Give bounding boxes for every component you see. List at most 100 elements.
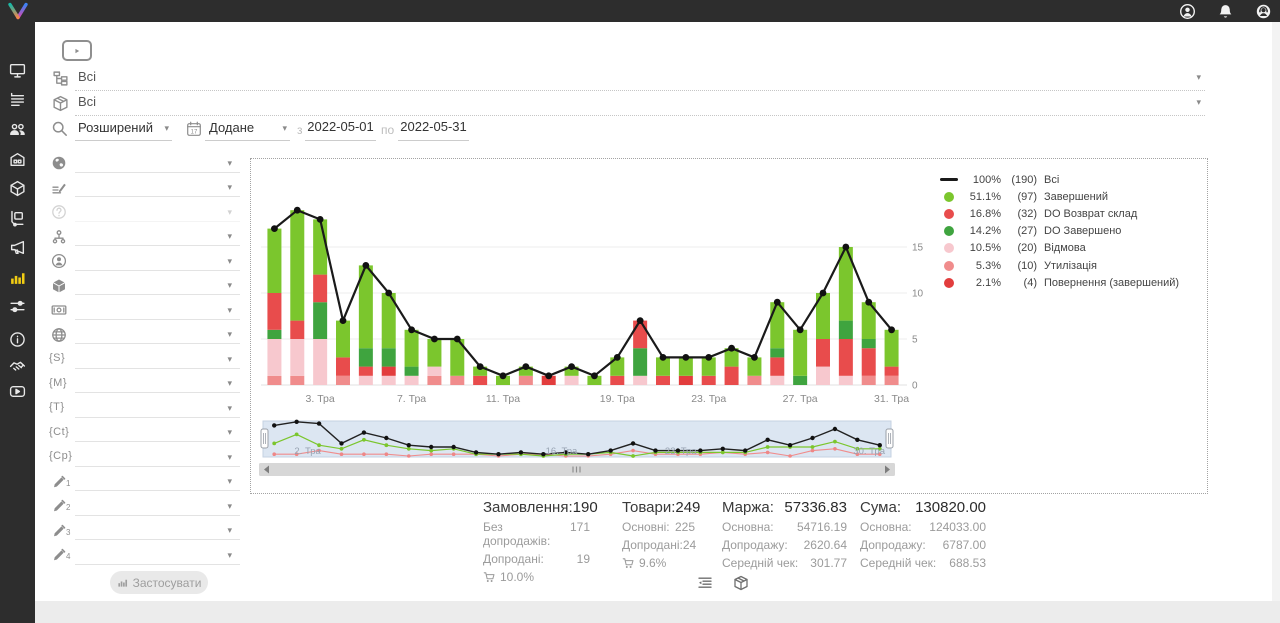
products-view-toggle[interactable] <box>733 575 749 591</box>
sidebar-item-tutorials[interactable] <box>9 383 26 400</box>
stacked-bars[interactable] <box>267 210 899 385</box>
stat-total: Сума: 130820.00 Основна: 124033.00 Допродажу… <box>860 499 986 570</box>
chevron-down-icon: ▾ <box>1196 97 1201 107</box>
filter-utm-medium[interactable]: {M} ▾ <box>46 372 240 397</box>
stat-title: Сума: 130820.00 <box>860 499 986 516</box>
legend-label: Відмова <box>1044 242 1086 255</box>
filter-utm-content[interactable]: {Ct} ▾ <box>46 421 240 446</box>
filter-custom-field-2[interactable]: 2 ▾ <box>46 494 240 519</box>
y-axis-tick: 10 <box>912 289 924 300</box>
legend-percent: 100% <box>972 173 1001 186</box>
total-line[interactable] <box>273 208 893 378</box>
filter-utm-source[interactable]: {S} ▾ <box>46 347 240 372</box>
filter-custom-field-4[interactable]: 4 ▾ <box>46 543 240 568</box>
stat-upsell: 10.0% <box>483 570 590 584</box>
filter-country[interactable]: ▾ <box>46 151 240 176</box>
legend-count: (27) <box>1017 225 1037 238</box>
scroll-right-arrow[interactable] <box>885 465 890 474</box>
stat-row: Без допродажів: 171 <box>483 520 590 548</box>
sidebar-item-customers[interactable] <box>9 121 26 138</box>
legend-item-4[interactable]: 10.5% (20) Відмова <box>939 240 1179 257</box>
filter-custom-field-3[interactable]: 3 ▾ <box>46 519 240 544</box>
orders-by-day-chart[interactable]: 0 5 10 15 3. Тра 7. Тра 11. Тра 19. Тра 23. Тра 2… <box>251 159 1205 491</box>
navigator-label: 16. Тра <box>546 446 578 457</box>
product-select[interactable]: Всі ▾ <box>75 93 1205 116</box>
select-underline <box>75 367 240 369</box>
filter-structure[interactable]: ▾ <box>46 225 240 250</box>
chevron-down-icon: ▾ <box>227 451 232 462</box>
date-from-input[interactable]: 2022-05-01 <box>305 119 376 141</box>
stat-row-label: Середній чек: <box>860 556 937 570</box>
chevron-down-icon: ▾ <box>227 402 232 413</box>
filter-panel: ▾ ▾ ▾ ▾ ▾ ▾ ▾ ▾ {S} ▾ {M} ▾ {T} ▾ {Ct} ▾ {Cp} ▾ 1 ▾ 2 ▾ 3 ▾ 4 ▾ <box>46 151 240 568</box>
y-axis-tick: 5 <box>912 335 918 346</box>
filter-status[interactable]: ▾ <box>46 176 240 201</box>
navigator-left-handle[interactable] <box>260 428 269 449</box>
money-icon <box>51 302 67 318</box>
scrollbar-grip[interactable] <box>572 466 581 473</box>
orders-view-toggle[interactable] <box>697 575 713 591</box>
date-field-select[interactable]: Додане ▾ <box>205 119 290 141</box>
filter-custom-field-1[interactable]: 1 ▾ <box>46 470 240 495</box>
dot-swatch <box>939 226 959 237</box>
topbar-icons <box>1179 2 1272 20</box>
search-mode-select[interactable]: Розширений ▾ <box>75 119 172 141</box>
sidebar-item-products[interactable] <box>9 180 26 197</box>
stat-margin: Маржа: 57336.83 Основна: 54716.19 Допродажу:… <box>722 499 847 570</box>
sidebar-item-settings[interactable] <box>9 298 26 315</box>
stat-title: Замовлення: 190 <box>483 499 598 516</box>
calendar-day-text: 17 <box>191 129 198 135</box>
video-tutorial-button[interactable] <box>62 40 92 61</box>
apply-filters-button[interactable]: Застосувати <box>110 571 208 594</box>
filter-payment[interactable]: ▾ <box>46 298 240 323</box>
filter-unknown[interactable]: ▾ <box>46 200 240 225</box>
sidebar-item-partners[interactable] <box>9 357 26 374</box>
account-icon[interactable] <box>1179 3 1196 20</box>
scroll-left-arrow[interactable] <box>264 465 269 474</box>
navigator-label: 2. Тра <box>294 446 321 457</box>
legend-label: DO Возврат склад <box>1044 207 1138 220</box>
dot-swatch <box>939 191 959 202</box>
sidebar-item-orders[interactable] <box>9 92 26 109</box>
filter-utm-campaign[interactable]: {Cp} ▾ <box>46 445 240 470</box>
status-select[interactable]: Всі ▾ <box>75 68 1205 91</box>
sidebar-item-dashboard[interactable] <box>9 62 26 79</box>
pencil-icon <box>51 498 67 514</box>
chevron-down-icon: ▾ <box>227 304 232 315</box>
legend-item-2[interactable]: 16.8% (32) DO Возврат склад <box>939 205 1179 222</box>
date-to-input[interactable]: 2022-05-31 <box>398 119 469 141</box>
sidebar-item-marketing[interactable] <box>9 239 26 256</box>
legend-item-5[interactable]: 5.3% (10) Утилізація <box>939 257 1179 274</box>
app-logo[interactable] <box>6 1 30 21</box>
page-scroll-area[interactable] <box>1272 22 1280 601</box>
dot-swatch <box>939 208 959 219</box>
navigator-right-handle[interactable] <box>885 428 894 449</box>
sidebar-item-info[interactable] <box>9 331 26 348</box>
stat-row-value: 688.53 <box>949 556 986 570</box>
product-select-value: Всі <box>78 94 97 109</box>
legend-item-3[interactable]: 14.2% (27) DO Завершено <box>939 223 1179 240</box>
chevron-down-icon: ▾ <box>1196 72 1201 82</box>
x-axis-tick: 19. Тра <box>600 393 635 405</box>
filter-utm-term[interactable]: {T} ▾ <box>46 396 240 421</box>
legend-item-1[interactable]: 51.1% (97) Завершений <box>939 188 1179 205</box>
legend-item-6[interactable]: 2.1% (4) Повернення (завершений) <box>939 274 1179 291</box>
topbar <box>0 0 1280 22</box>
stat-title-label: Сума: <box>860 499 901 516</box>
legend-item-0[interactable]: 100% (190) Всі <box>939 171 1179 188</box>
chevron-down-icon: ▾ <box>227 206 232 217</box>
filter-product-group[interactable]: ▾ <box>46 274 240 299</box>
sidebar-item-analytics[interactable] <box>9 269 26 286</box>
filter-source[interactable]: ▾ <box>46 323 240 348</box>
sidebar-item-supply[interactable] <box>9 210 26 227</box>
filter-manager[interactable]: ▾ <box>46 249 240 274</box>
stat-row-value: 301.77 <box>810 556 847 570</box>
stat-row: Допродані: 24 <box>622 538 696 552</box>
stat-row: Допродані: 19 <box>483 552 590 566</box>
x-axis-tick: 27. Тра <box>783 393 818 405</box>
select-underline <box>75 294 240 295</box>
stat-upsell-percent: 9.6% <box>639 556 667 570</box>
sidebar-item-warehouse[interactable] <box>9 151 26 168</box>
notifications-icon[interactable] <box>1217 3 1234 20</box>
support-icon[interactable] <box>1255 3 1272 20</box>
